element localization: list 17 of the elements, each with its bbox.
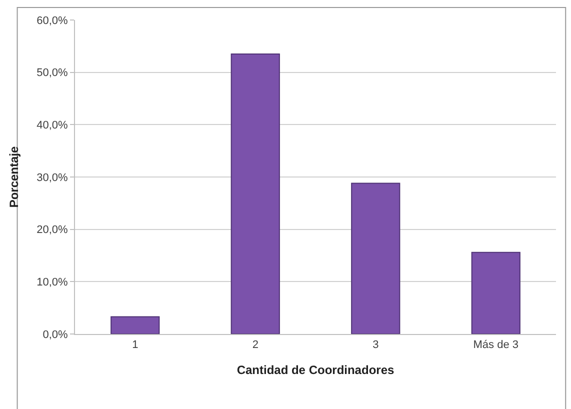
bar bbox=[110, 316, 160, 334]
y-tick-label: 50,0% bbox=[36, 67, 68, 80]
bar bbox=[471, 252, 520, 334]
y-axis-title: Porcentaje bbox=[6, 146, 21, 208]
y-tick-label: 20,0% bbox=[36, 224, 68, 236]
bar bbox=[351, 182, 400, 334]
y-tick-label: 60,0% bbox=[36, 14, 68, 27]
bar bbox=[230, 54, 280, 334]
x-tick-label: 2 bbox=[252, 339, 258, 352]
y-tick-label: 10,0% bbox=[36, 276, 68, 289]
x-tick-label: 1 bbox=[132, 339, 138, 352]
y-tick-label: 0,0% bbox=[42, 328, 68, 341]
y-tick-label: 40,0% bbox=[36, 120, 68, 132]
x-tick-label: Más de 3 bbox=[473, 339, 519, 352]
x-tick-label: 3 bbox=[372, 339, 379, 352]
x-axis-title: Cantidad de Coordinadores bbox=[236, 363, 394, 378]
y-tick-label: 30,0% bbox=[36, 172, 68, 184]
